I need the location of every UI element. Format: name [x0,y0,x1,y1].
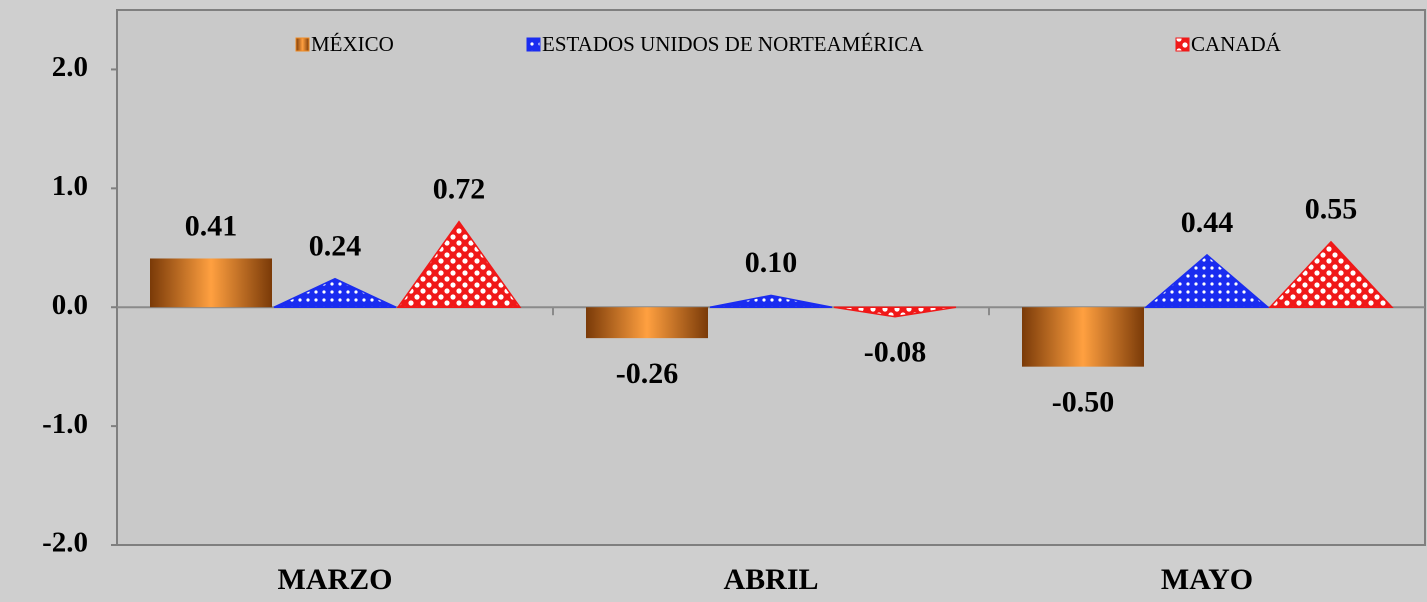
legend-swatch [526,37,541,52]
value-label: 0.41 [185,209,238,242]
triangle [273,277,397,308]
bar [1022,307,1144,367]
bar [150,258,272,308]
y-tick-label: 2.0 [52,51,88,83]
triangle [833,306,957,318]
legend-label: ESTADOS UNIDOS DE NORTEAMÉRICA [542,32,924,56]
triangle [1143,253,1271,308]
legend-swatch [1175,37,1190,52]
x-tick-label: MARZO [278,563,393,596]
legend-label: MÉXICO [311,32,394,56]
value-label: 0.10 [745,246,798,279]
value-label: -0.50 [1052,386,1115,419]
y-tick-label: -2.0 [42,527,88,559]
triangle [709,294,833,308]
legend-label: CANADÁ [1191,32,1282,56]
x-tick-label: MAYO [1161,563,1253,596]
y-tick-label: 1.0 [52,170,88,202]
value-label: 0.55 [1305,193,1358,226]
value-label: 0.72 [433,173,486,206]
legend-swatch [295,37,310,52]
x-tick-label: ABRIL [723,563,818,596]
value-label: 0.44 [1181,206,1234,239]
y-tick-label: 0.0 [52,289,88,321]
value-label: -0.26 [616,357,679,390]
value-label: -0.08 [864,336,927,369]
y-tick-label: -1.0 [42,408,88,440]
triangle [1268,240,1394,308]
value-label: 0.24 [309,230,362,263]
bar [586,307,708,339]
triangle [396,220,522,308]
